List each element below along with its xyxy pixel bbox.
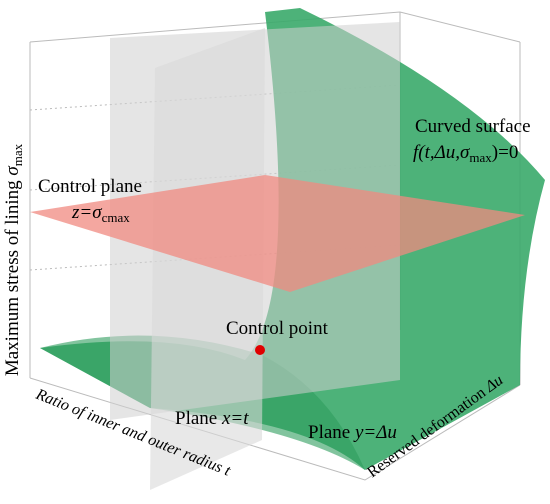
label-symbol: σ <box>2 166 23 176</box>
formula: y=Δu <box>353 422 397 443</box>
z-axis-label: Maximum stress of lining σmax <box>2 143 25 376</box>
formula: x=t <box>221 408 249 429</box>
formula-subscript: cmax <box>102 210 131 225</box>
plane-y-label: Plane y=Δu <box>308 422 397 443</box>
control-point-label: Control point <box>226 318 329 339</box>
control-point <box>255 345 265 355</box>
label-subscript: max <box>10 143 25 166</box>
control-plane-title: Control plane <box>38 176 142 197</box>
formula: f(t,Δu,σ <box>413 142 470 163</box>
label-text: Plane <box>308 422 355 443</box>
surface-title: Curved surface <box>415 116 531 137</box>
label-symbol: t <box>222 462 233 480</box>
control-plane-formula: z=σcmax <box>71 202 130 225</box>
label-text: Maximum stress of lining <box>2 176 23 377</box>
plane-x-label: Plane x=t <box>175 408 249 429</box>
formula: )=0 <box>492 142 519 163</box>
formula: z=σ <box>71 202 102 223</box>
formula-subscript: max <box>469 150 492 165</box>
control-plane <box>30 175 525 292</box>
surface-formula: f(t,Δu,σmax)=0 <box>413 142 518 165</box>
label-text: Plane <box>175 408 222 429</box>
